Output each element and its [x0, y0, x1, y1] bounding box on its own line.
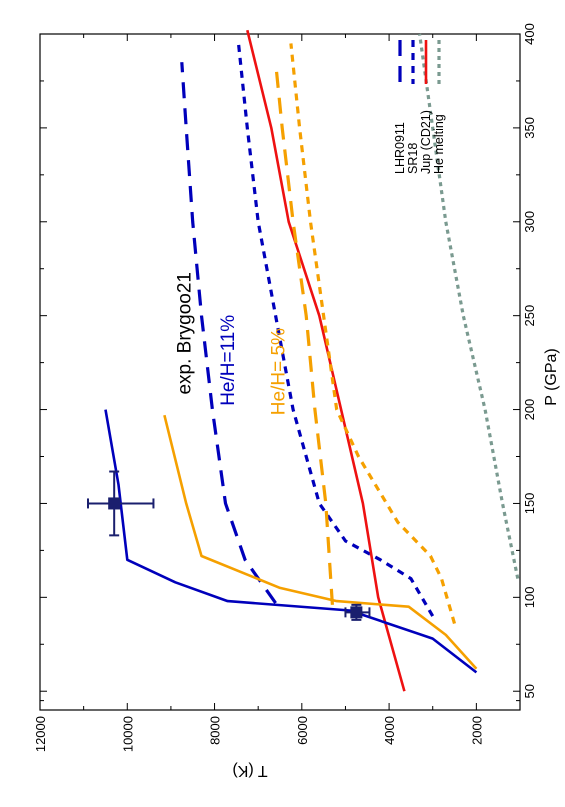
y-tick-label: 10000	[120, 716, 135, 752]
legend-entry: He melting	[432, 40, 446, 174]
series-line-lhr0911	[180, 62, 277, 604]
x-axis-label: P (GPa)	[543, 348, 560, 406]
x-tick-label: 50	[522, 684, 537, 698]
annotation-label: He/H= 5%	[268, 328, 289, 415]
y-tick-label: 12000	[33, 716, 48, 752]
series-line-curve-4	[104, 409, 478, 674]
legend-label: SR18	[406, 143, 420, 174]
x-tick-label: 100	[522, 586, 537, 608]
legend-label: Jup (CD21)	[419, 110, 433, 174]
y-axis-label: T (K)	[232, 762, 267, 779]
plot-frame	[39, 33, 521, 711]
series-line-curve-6	[274, 62, 334, 605]
data-point-errorbar	[87, 470, 155, 537]
data-point-marker	[108, 497, 121, 510]
y-tick-label: 4000	[382, 716, 397, 745]
annotation-label: He/H=11%	[218, 315, 239, 406]
legend-entry: LHR0911	[393, 40, 407, 174]
series-line-he-melting	[418, 33, 520, 579]
x-tick-label: 250	[522, 305, 537, 327]
series-line-curve-5	[163, 414, 478, 670]
y-tick-label: 6000	[295, 716, 310, 745]
x-tick-label: 150	[522, 493, 537, 515]
x-tick-label: 350	[522, 117, 537, 139]
series-line-curve-7	[289, 43, 457, 625]
data-point-marker	[350, 606, 363, 619]
y-tick-label: 8000	[208, 716, 223, 745]
annotation-label: exp. Brygoo21	[175, 272, 196, 395]
y-tick-label: 2000	[469, 716, 484, 745]
series-line-jup-cd21-	[246, 29, 406, 692]
x-tick-label: 200	[522, 399, 537, 421]
legend-entry: Jup (CD21)	[419, 40, 433, 174]
legend-entry: SR18	[406, 40, 420, 174]
legend-label: LHR0911	[393, 122, 407, 174]
legend-label: He melting	[432, 114, 446, 174]
data-point-errorbar	[344, 603, 371, 621]
x-tick-label: 300	[522, 211, 537, 233]
x-tick-label: 400	[522, 23, 537, 45]
series-line-sr18	[236, 43, 435, 617]
